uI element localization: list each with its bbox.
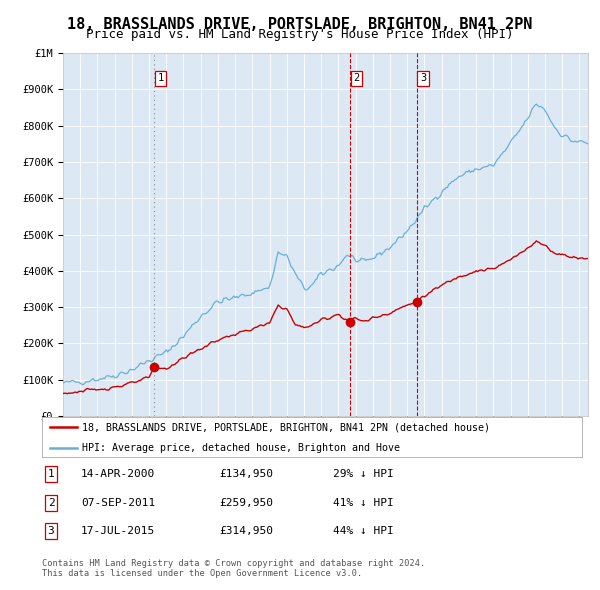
Text: 29% ↓ HPI: 29% ↓ HPI	[333, 470, 394, 479]
Text: £134,950: £134,950	[219, 470, 273, 479]
Text: 1: 1	[157, 74, 164, 84]
Text: 3: 3	[420, 74, 426, 84]
Text: 41% ↓ HPI: 41% ↓ HPI	[333, 498, 394, 507]
Text: 17-JUL-2015: 17-JUL-2015	[81, 526, 155, 536]
Text: 2: 2	[353, 74, 360, 84]
Text: Price paid vs. HM Land Registry's House Price Index (HPI): Price paid vs. HM Land Registry's House …	[86, 28, 514, 41]
Text: 3: 3	[47, 526, 55, 536]
Text: 1: 1	[47, 470, 55, 479]
Text: £259,950: £259,950	[219, 498, 273, 507]
Text: 14-APR-2000: 14-APR-2000	[81, 470, 155, 479]
Text: 2: 2	[47, 498, 55, 507]
Text: Contains HM Land Registry data © Crown copyright and database right 2024.
This d: Contains HM Land Registry data © Crown c…	[42, 559, 425, 578]
Text: 44% ↓ HPI: 44% ↓ HPI	[333, 526, 394, 536]
Text: £314,950: £314,950	[219, 526, 273, 536]
Text: HPI: Average price, detached house, Brighton and Hove: HPI: Average price, detached house, Brig…	[83, 444, 401, 454]
Text: 18, BRASSLANDS DRIVE, PORTSLADE, BRIGHTON, BN41 2PN: 18, BRASSLANDS DRIVE, PORTSLADE, BRIGHTO…	[67, 17, 533, 31]
Text: 18, BRASSLANDS DRIVE, PORTSLADE, BRIGHTON, BN41 2PN (detached house): 18, BRASSLANDS DRIVE, PORTSLADE, BRIGHTO…	[83, 422, 491, 432]
Text: 07-SEP-2011: 07-SEP-2011	[81, 498, 155, 507]
